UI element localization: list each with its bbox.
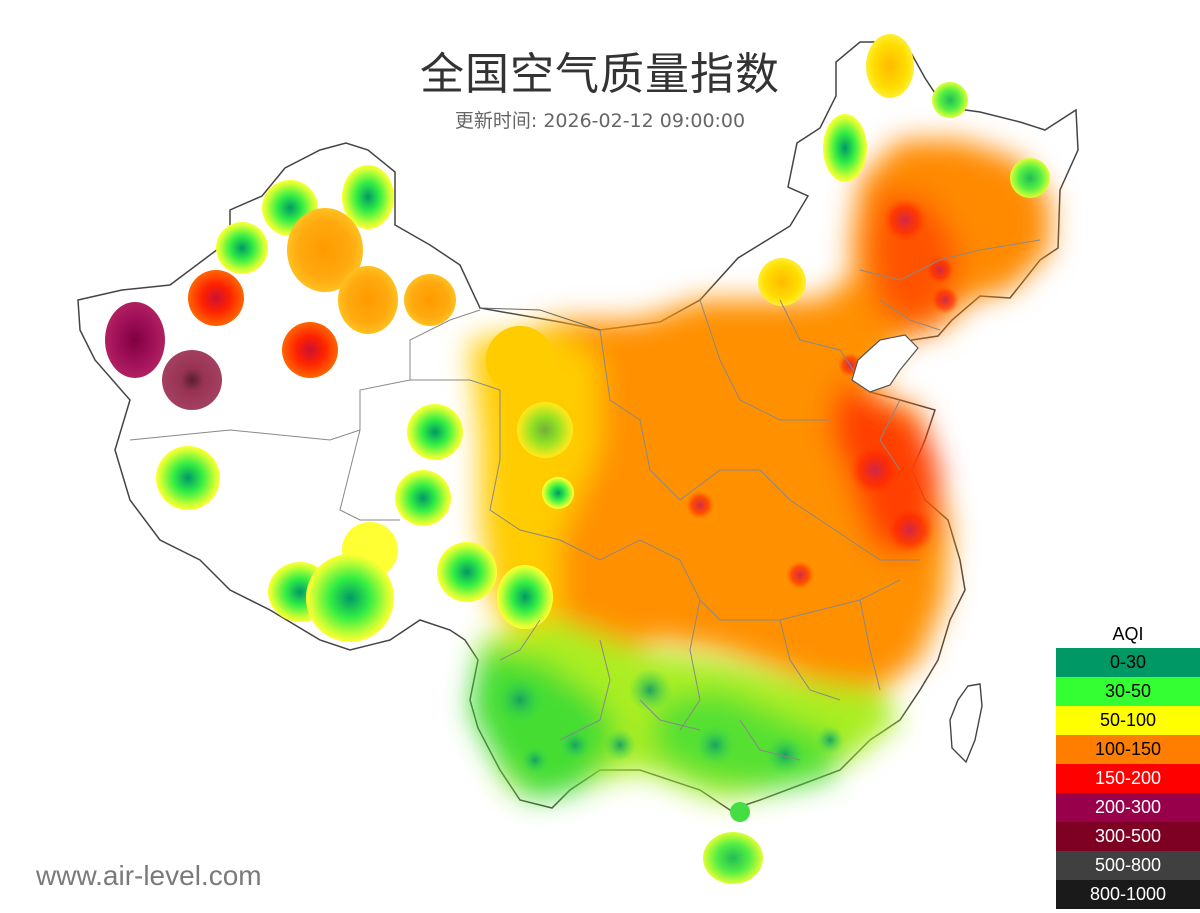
legend-title: AQI <box>1112 624 1144 644</box>
legend-item: 150-200 <box>1056 764 1200 793</box>
legend-item: 0-30 <box>1056 648 1200 677</box>
legend-item: 300-500 <box>1056 822 1200 851</box>
province-borders <box>129 239 1041 761</box>
page-title: 全国空气质量指数 <box>420 49 780 100</box>
bohai-sea <box>851 334 919 393</box>
north-border <box>479 307 601 331</box>
aqi-legend: AQI 0-30 30-50 50-100 100-150 150-200 200-300… <box>1056 620 1200 909</box>
taiwan-island <box>949 683 983 764</box>
legend-items: 0-30 30-50 50-100 100-150 150-200 200-300 300-… <box>1056 648 1200 909</box>
legend-item: 500-800 <box>1056 851 1200 880</box>
legend-item: 800-1000 <box>1056 880 1200 909</box>
update-time: 更新时间: 2026-02-12 09:00:00 <box>454 110 746 132</box>
legend-item: 50-100 <box>1056 706 1200 735</box>
legend-item: 200-300 <box>1056 793 1200 822</box>
aqi-field <box>105 34 1050 884</box>
legend-item: 30-50 <box>1056 677 1200 706</box>
legend-item: 100-150 <box>1056 735 1200 764</box>
site-watermark: www.air-level.com <box>36 860 262 891</box>
